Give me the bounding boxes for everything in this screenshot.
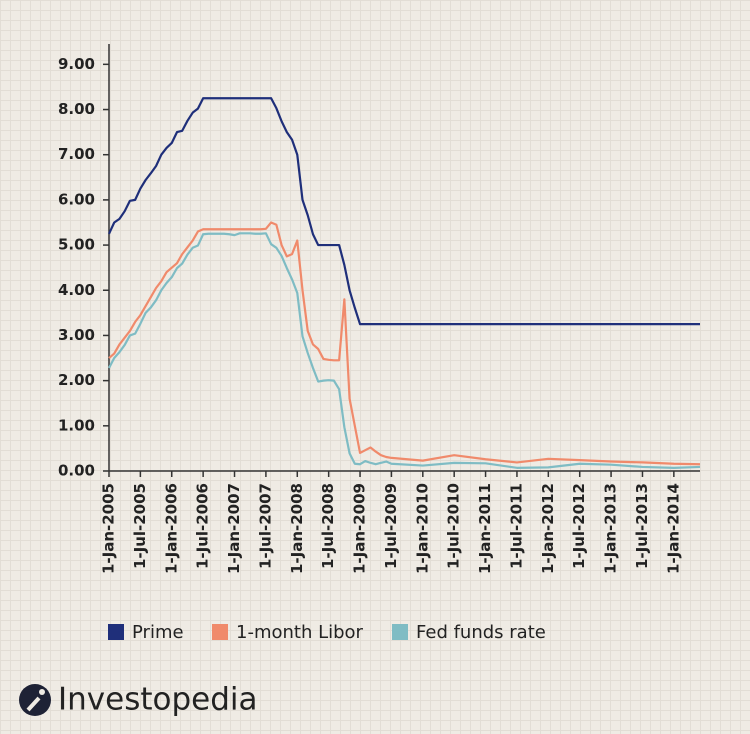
logo-icon-stroke [26,696,41,712]
x-tick-label: 1-Jan-2010 [413,483,431,574]
x-tick-label: 1-Jan-2006 [162,483,180,574]
x-tick-label: 1-Jul-2007 [256,483,274,569]
x-tick-label: 1-Jul-2006 [194,483,212,569]
x-tick-label: 1-Jul-2009 [382,483,400,569]
x-tick-label: 1-Jul-2013 [633,483,651,569]
x-tick-label: 1-Jan-2008 [288,483,306,574]
y-tick-label: 4.00 [58,281,95,299]
x-tick-label: 1-Jan-2012 [539,483,557,574]
logo: Investopedia [19,682,258,718]
x-tick-label: 1-Jan-2007 [225,483,243,574]
y-tick-label: 1.00 [58,416,95,434]
x-tick-label: 1-Jan-2013 [602,483,620,574]
x-tick-label: 1-Jul-2008 [319,483,337,569]
y-tick-label: 5.00 [58,236,95,254]
logo-icon-dot [39,689,45,695]
legend-swatch [108,624,124,640]
x-tick-label: 1-Jul-2011 [507,483,525,569]
y-tick-label: 3.00 [58,326,95,344]
legend-label: Prime [132,622,184,643]
x-tick-label: 1-Jan-2011 [476,483,494,574]
series-line [108,232,701,469]
x-tick-label: 1-Jul-2005 [131,483,149,569]
legend-swatch [212,624,228,640]
series-line [108,221,701,466]
y-tick-label: 8.00 [58,100,95,118]
y-tick-label: 6.00 [58,190,95,208]
legend-label: 1-month Libor [236,622,364,643]
x-tick-label: 1-Jan-2014 [664,483,682,574]
series-line [108,97,700,326]
legend-swatch [392,624,408,640]
x-tick-label: 1-Jan-2005 [100,483,118,574]
y-tick-label: 0.00 [58,462,95,480]
legend-label: Fed funds rate [416,622,546,643]
x-tick-label: 1-Jan-2009 [351,483,369,574]
y-tick-label: 9.00 [58,55,95,73]
x-tick-label: 1-Jul-2010 [445,483,463,569]
y-tick-label: 7.00 [58,145,95,163]
y-tick-label: 2.00 [58,371,95,389]
logo-text: Investopedia [58,682,258,718]
x-tick-label: 1-Jul-2012 [570,483,588,569]
